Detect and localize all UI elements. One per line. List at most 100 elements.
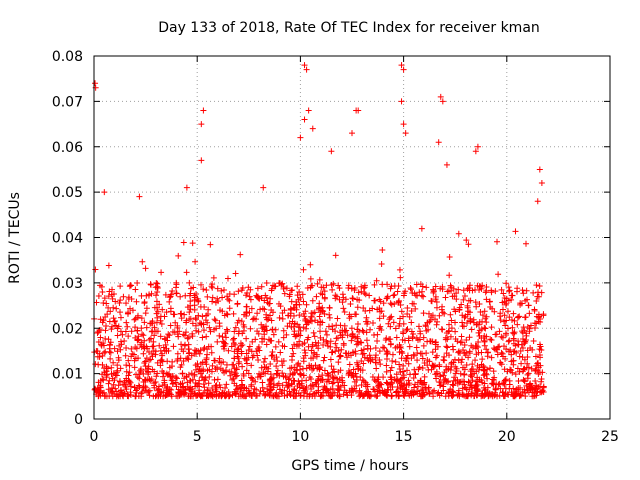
data-point <box>414 383 421 390</box>
data-point <box>183 374 190 381</box>
data-point <box>93 299 100 306</box>
data-point <box>174 322 181 329</box>
data-point <box>328 392 335 399</box>
data-point <box>483 319 490 326</box>
data-point <box>332 252 339 259</box>
data-point <box>301 347 308 354</box>
data-point <box>199 313 206 320</box>
data-point <box>360 285 367 292</box>
data-point <box>95 339 102 346</box>
data-point <box>515 378 522 385</box>
data-point <box>145 369 152 376</box>
data-point <box>360 350 367 357</box>
data-point <box>216 332 223 339</box>
data-point <box>511 348 518 355</box>
data-point <box>211 376 218 383</box>
data-point <box>476 283 483 290</box>
data-point <box>446 390 453 397</box>
data-point <box>196 377 203 384</box>
data-point <box>135 355 142 362</box>
data-point <box>297 370 304 377</box>
data-point <box>123 345 130 352</box>
data-point <box>539 369 546 376</box>
data-point <box>335 359 342 366</box>
data-point <box>141 337 148 344</box>
data-point <box>164 358 171 365</box>
data-point <box>177 391 184 398</box>
data-point <box>179 370 186 377</box>
data-point <box>511 330 518 337</box>
data-point <box>361 290 368 297</box>
data-point <box>191 294 198 301</box>
data-point <box>349 130 355 137</box>
data-point <box>454 338 461 345</box>
data-point <box>431 387 438 394</box>
data-point <box>117 309 124 316</box>
data-point <box>464 311 471 318</box>
data-point <box>250 389 257 396</box>
data-points <box>91 62 547 400</box>
data-point <box>281 290 288 297</box>
data-point <box>388 364 395 371</box>
data-point <box>138 390 145 397</box>
data-point <box>373 365 380 372</box>
data-point <box>315 364 322 371</box>
data-point <box>319 291 326 298</box>
data-point <box>510 357 517 364</box>
data-point <box>309 310 316 317</box>
data-point <box>142 384 149 391</box>
data-point <box>107 355 114 362</box>
y-tick-label: 0.04 <box>52 231 83 247</box>
data-point <box>202 317 209 324</box>
data-point <box>406 371 413 378</box>
data-point <box>348 337 355 344</box>
data-point <box>112 322 119 329</box>
data-point <box>414 349 421 356</box>
data-point <box>411 389 418 396</box>
data-point <box>162 393 169 400</box>
data-point <box>396 349 403 356</box>
data-point <box>213 382 220 389</box>
data-point <box>446 321 453 328</box>
data-point <box>310 383 317 390</box>
data-point <box>220 338 227 345</box>
data-point <box>339 291 346 298</box>
data-point <box>289 287 296 294</box>
data-point <box>428 298 435 305</box>
data-point <box>254 374 261 381</box>
data-point <box>436 382 443 389</box>
data-point <box>267 337 274 344</box>
data-point <box>485 392 492 399</box>
data-point <box>516 353 523 360</box>
data-point <box>224 275 231 282</box>
data-point <box>363 337 370 344</box>
data-point <box>354 320 361 327</box>
data-point <box>243 313 250 320</box>
data-point <box>499 306 506 313</box>
data-point <box>348 313 355 320</box>
data-point <box>110 359 117 366</box>
data-point <box>437 93 444 100</box>
data-point <box>327 393 334 400</box>
data-point <box>126 362 133 369</box>
data-point <box>482 315 489 322</box>
data-point <box>492 391 499 398</box>
data-point <box>279 280 286 287</box>
data-point <box>499 299 506 306</box>
data-point <box>373 393 380 400</box>
data-point <box>476 376 483 383</box>
data-point <box>213 325 220 332</box>
data-point <box>195 328 202 335</box>
data-point <box>302 308 309 315</box>
data-point <box>317 377 324 384</box>
x-tick-label: 0 <box>90 429 99 445</box>
data-point <box>400 313 407 320</box>
data-point <box>160 370 167 377</box>
y-tick-label: 0.07 <box>52 94 83 110</box>
data-point <box>286 375 293 382</box>
data-point <box>280 283 287 290</box>
data-point <box>323 331 330 338</box>
data-point <box>372 344 379 351</box>
data-point <box>293 390 300 397</box>
data-point <box>111 345 118 352</box>
